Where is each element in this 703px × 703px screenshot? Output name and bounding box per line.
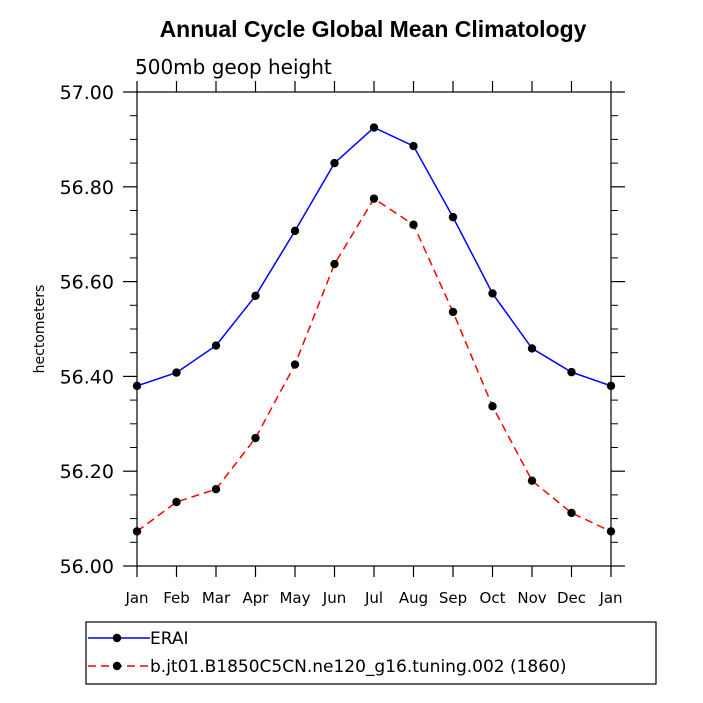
data-point-series-1 [369,123,379,132]
x-tick-label: Jan [124,589,148,607]
data-point-series-1 [527,344,537,353]
series-markers [132,123,616,536]
y-tick-labels: 56.00 56.20 56.40 56.60 56.80 57.00 [60,82,114,578]
x-tick-label: May [279,589,310,607]
data-point-series-1 [488,289,497,298]
data-point-series-2 [330,259,339,269]
legend-label-1: ERAI [150,629,189,649]
data-point-series-2 [132,527,142,536]
axis-ticks [123,81,625,577]
legend-label-2: b.jt01.B1850C5CN.ne120_g16.tuning.002 (1… [150,657,567,677]
data-point-series-2 [527,476,537,485]
data-point-series-1 [606,381,616,391]
data-point-series-1 [330,158,339,168]
data-point-series-1 [567,367,576,377]
series-line-2 [136,197,612,533]
x-tick-label: Nov [517,589,546,607]
y-tick-label: 56.40 [60,366,114,388]
x-tick-label: Mar [202,589,231,607]
series-lines [136,126,612,533]
data-point-series-1 [290,226,300,236]
y-tick-label: 56.60 [60,272,114,294]
x-tick-label: Jul [364,589,383,607]
chart-title: Annual Cycle Global Mean Climatology [160,16,587,42]
data-point-series-2 [606,527,616,536]
x-tick-label: Oct [480,589,506,607]
data-point-series-1 [172,368,181,377]
x-tick-label: Apr [243,589,270,607]
data-point-series-2 [172,497,181,507]
x-tick-label: Aug [399,589,428,607]
data-point-series-2 [567,508,576,518]
x-tick-labels: Jan Feb Mar Apr May Jun Jul Aug Sep Oct Nov Dec Jan [124,589,622,607]
data-point-series-1 [409,141,418,151]
series-line-1 [136,126,612,387]
data-point-series-1 [448,212,458,222]
data-point-series-2 [251,433,260,443]
legend-box [85,621,657,685]
plot-frame [136,91,612,567]
x-tick-label: Jun [322,589,346,607]
data-point-series-2 [488,402,497,411]
data-point-series-2 [369,194,379,203]
y-tick-label: 56.20 [60,461,114,483]
x-tick-label: Sep [439,589,467,607]
data-point-series-2 [290,360,300,369]
chart-subtitle: 500mb geop height [135,55,332,79]
data-point-series-2 [448,307,458,317]
legend-marker-1 [112,633,122,643]
legend-marker-2 [112,661,122,671]
data-point-series-2 [211,485,221,494]
data-point-series-2 [409,220,418,229]
x-tick-label: Jan [598,589,622,607]
data-point-series-1 [211,341,221,350]
data-point-series-1 [132,381,142,391]
y-axis-label: hectometers [32,285,48,374]
x-tick-label: Feb [163,589,190,607]
y-tick-label: 57.00 [60,82,114,104]
data-point-series-1 [251,291,260,301]
x-tick-label: Dec [557,589,586,607]
legend: ERAI b.jt01.B1850C5CN.ne120_g16.tuning.00… [85,621,657,685]
y-tick-label: 56.00 [60,556,114,578]
y-tick-label: 56.80 [60,177,114,199]
